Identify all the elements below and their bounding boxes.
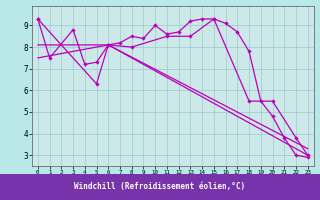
Text: Windchill (Refroidissement éolien,°C): Windchill (Refroidissement éolien,°C) bbox=[75, 182, 245, 192]
